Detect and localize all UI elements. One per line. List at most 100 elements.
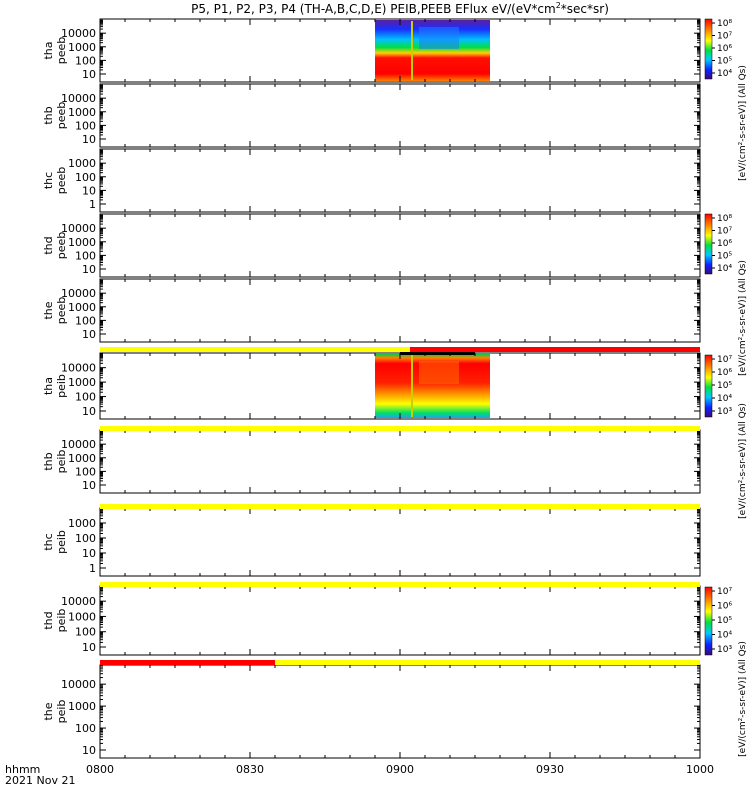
panel-frame — [99, 148, 701, 213]
panel-label-instrument: peeb — [55, 102, 68, 130]
y-tick-label: 10000 — [61, 678, 96, 691]
colorbar-gradient — [704, 18, 713, 80]
panel-label-probe: tha — [42, 377, 55, 395]
mode-bar-segment — [275, 660, 700, 665]
y-tick-label: 10 — [82, 479, 96, 492]
colorbars-group: 10⁴ 10⁵ 10⁶ 10⁷ 10⁸ [eV/(cm²-s-sr-eV)] (All Q… — [704, 18, 748, 757]
colorbar-tick-label: 10⁴ — [717, 69, 732, 79]
spectrogram-patch — [419, 361, 459, 385]
mode-bar-segment — [100, 582, 700, 587]
colorbar-tick-label: 10⁵ — [717, 252, 732, 262]
panel-label-probe: thc — [42, 533, 55, 550]
panel-label-instrument: peeb — [55, 167, 68, 195]
x-tick-label: 0830 — [236, 763, 264, 776]
panel-frame — [99, 278, 701, 343]
colorbar-tick-label: 10⁷ — [717, 227, 732, 237]
y-tick-label: 1000 — [68, 301, 96, 314]
panel-label-instrument: peib — [55, 374, 68, 398]
colorbar-label: [eV/(cm²-s-sr-eV)] (All Qs) — [738, 260, 748, 376]
colorbar-label: [eV/(cm²-s-sr-eV)] (All Qs) — [738, 403, 748, 519]
y-tick-label: 100 — [75, 119, 96, 132]
y-tick-label: 10 — [82, 184, 96, 197]
x-tick-label: 1000 — [686, 763, 714, 776]
panel-label: thapeeb — [42, 37, 68, 65]
y-tick-label: 1000 — [68, 517, 96, 530]
colorbar-tick-label: 10³ — [717, 645, 732, 655]
colorbar-2: 10³ 10⁴ 10⁵ 10⁶ 10⁷ [eV/(cm²-s-sr-eV)] (All Q… — [704, 354, 748, 519]
y-tick-label: 10 — [82, 68, 96, 81]
panel-label-probe: thc — [42, 172, 55, 189]
y-tick-label: 10 — [82, 133, 96, 146]
y-tick-label: 10000 — [61, 222, 96, 235]
panel-label-probe: thb — [42, 106, 55, 124]
panel-frame — [99, 664, 701, 759]
mode-bars-group — [100, 347, 700, 665]
mode-bar-segment — [100, 426, 700, 431]
y-tick-label: 1000 — [68, 236, 96, 249]
colorbar-tick-label: 10⁶ — [717, 239, 732, 249]
y-tick-label: 100 — [75, 532, 96, 545]
panels-group: 10100100010000thapeeb10100100010000thbpe… — [42, 18, 701, 759]
panel-label-instrument: peib — [55, 609, 68, 633]
colorbar-tick-label: 10⁷ — [717, 355, 732, 365]
panel-label: thcpeib — [42, 530, 68, 554]
panel-label-instrument: peeb — [55, 297, 68, 325]
x-tick-label: 0930 — [536, 763, 564, 776]
y-tick-label: 10 — [82, 641, 96, 654]
mode-bar-segment — [100, 504, 700, 509]
panel-label-probe: thd — [42, 611, 55, 629]
panel-label-probe: thb — [42, 452, 55, 470]
y-tick-label: 100 — [75, 722, 96, 735]
panel-label-probe: thd — [42, 236, 55, 254]
y-tick-label: 100 — [75, 391, 96, 404]
date-label: 2021 Nov 21 — [5, 774, 75, 787]
y-tick-label: 10000 — [61, 27, 96, 40]
y-tick-label: 10 — [82, 547, 96, 560]
panel-label: thapeib — [42, 374, 68, 398]
y-tick-label: 1000 — [68, 452, 96, 465]
y-tick-label: 1 — [89, 562, 96, 575]
colorbar-gradient — [704, 586, 713, 656]
panel-the-peib: 10 100 1000 10000 thepeib — [42, 664, 701, 759]
panel-label: thepeeb — [42, 297, 68, 325]
colorbar-1: 10⁴ 10⁵ 10⁶ 10⁷ 10⁸ [eV/(cm²-s-sr-eV)] (All Q… — [704, 213, 748, 376]
y-tick-label: 100 — [75, 626, 96, 639]
colorbar-gradient — [704, 213, 713, 275]
x-tick-label: 0800 — [86, 763, 114, 776]
colorbar-tick-label: 10⁵ — [717, 381, 732, 391]
spectrogram-patch — [419, 27, 459, 50]
panel-frame — [99, 83, 701, 148]
panel-label-instrument: peib — [55, 530, 68, 554]
y-tick-label: 1000 — [68, 700, 96, 713]
colorbar-label: [eV/(cm²-s-sr-eV)] (All Qs) — [738, 65, 748, 181]
x-axis: 0800 0830 0900 0930 1000 — [86, 763, 714, 776]
panel-label-instrument: peeb — [55, 232, 68, 260]
spectrogram-stripe — [411, 21, 413, 80]
panel-label-probe: the — [42, 702, 55, 720]
mode-bar-segment — [100, 660, 275, 665]
colorbar-0: 10⁴ 10⁵ 10⁶ 10⁷ 10⁸ [eV/(cm²-s-sr-eV)] (All Q… — [704, 18, 748, 181]
colorbar-label: [eV/(cm²-s-sr-eV)] (All Qs) — [738, 641, 748, 757]
panel-label: thepeib — [42, 700, 68, 724]
y-tick-label: 10000 — [61, 92, 96, 105]
title-superscript: 2 — [556, 1, 561, 10]
x-axis-label: hhmm — [5, 763, 40, 776]
panel-label: thdpeeb — [42, 232, 68, 260]
mode-marker — [400, 352, 475, 355]
panel-label: thbpeeb — [42, 102, 68, 130]
colorbar-tick-label: 10⁴ — [717, 264, 732, 274]
colorbar-tick-label: 10⁷ — [717, 587, 732, 597]
colorbar-tick-label: 10⁶ — [717, 602, 732, 612]
panel-label: thdpeib — [42, 609, 68, 633]
y-tick-label: 1 — [89, 198, 96, 211]
mode-bar-segment — [410, 347, 700, 352]
panel-frame — [99, 213, 701, 278]
